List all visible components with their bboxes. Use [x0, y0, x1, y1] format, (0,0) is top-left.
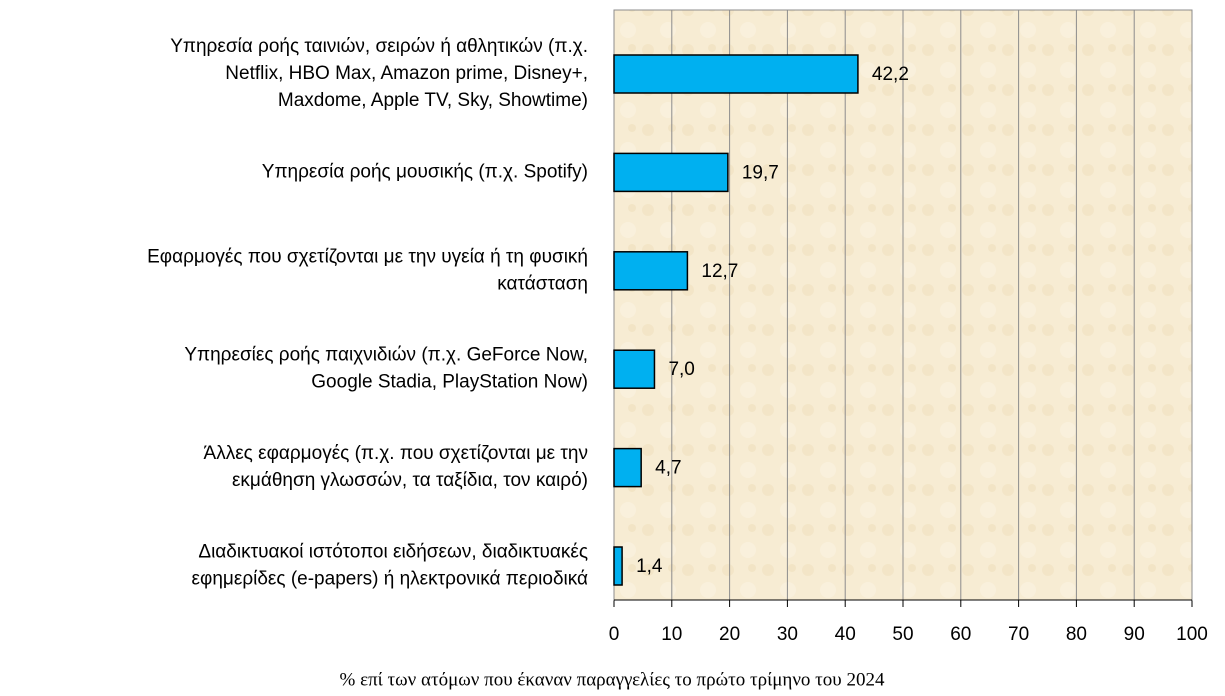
data-label: 4,7 [655, 458, 681, 479]
x-tick-label: 10 [661, 624, 682, 645]
category-label: Google Stadia, PlayStation Now) [311, 372, 588, 393]
data-label: 42,2 [872, 64, 909, 85]
x-tick-label: 0 [609, 624, 620, 645]
data-label: 1,4 [636, 556, 663, 577]
category-label: εκμάθηση γλωσσών, τα ταξίδια, τον καιρό) [232, 470, 588, 491]
x-tick-label: 90 [1124, 624, 1145, 645]
category-label: Maxdome, Apple TV, Sky, Showtime) [278, 90, 588, 111]
bar [613, 447, 642, 488]
bar [613, 251, 689, 291]
category-label: Εφαρμογές που σχετίζονται με την υγεία ή… [147, 246, 588, 267]
x-tick-label: 30 [777, 624, 798, 645]
category-label: κατάσταση [497, 273, 588, 294]
category-label: εφημερίδες (e-papers) ή ηλεκτρονικά περι… [192, 569, 588, 590]
x-tick-label: 40 [835, 624, 856, 645]
data-label: 19,7 [742, 162, 779, 183]
x-tick-label: 50 [892, 624, 913, 645]
x-tick-label: 20 [719, 624, 740, 645]
x-tick-label: 60 [950, 624, 971, 645]
bar [613, 349, 656, 389]
category-label: Διαδικτυακοί ιστότοποι ειδήσεων, διαδικτ… [198, 542, 588, 563]
data-label: 7,0 [668, 359, 694, 380]
x-tick-label: 80 [1066, 624, 1087, 645]
data-label: 12,7 [701, 261, 738, 282]
x-tick-label: 70 [1008, 624, 1029, 645]
bar [613, 152, 729, 193]
bar [613, 54, 859, 94]
bar [613, 546, 623, 586]
x-axis-label: % επί των ατόμων που έκαναν παραγγελίες … [340, 669, 885, 690]
category-label: Netflix, HBO Max, Amazon prime, Disney+, [225, 63, 588, 84]
category-label: Υπηρεσία ροής ταινιών, σειρών ή αθλητικώ… [170, 36, 588, 57]
x-tick-label: 100 [1176, 624, 1208, 645]
category-label: Άλλες εφαρμογές (π.χ. που σχετίζονται με… [204, 443, 588, 464]
category-label: Υπηρεσία ροής μουσικής (π.χ. Spotify) [262, 161, 588, 182]
category-label: Υπηρεσίες ροής παιχνιδιών (π.χ. GeForce … [184, 345, 588, 366]
